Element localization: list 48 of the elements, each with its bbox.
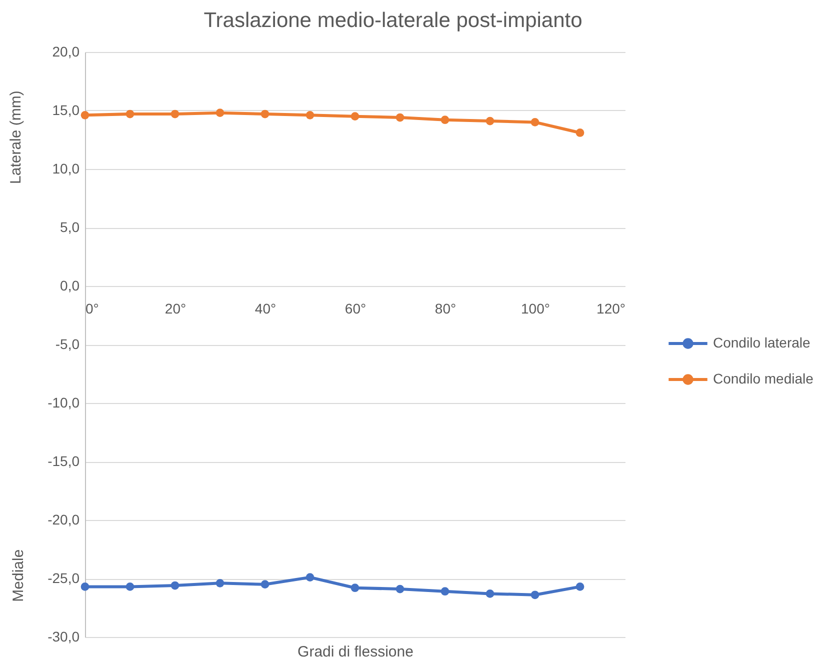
x-tick-label: 120° [596, 300, 626, 316]
y-tick-label: 10,0 [52, 160, 80, 176]
point [126, 110, 134, 118]
point [530, 118, 540, 126]
point [170, 110, 180, 118]
point [216, 579, 224, 588]
y-tick-label: -5,0 [55, 336, 80, 352]
point [486, 116, 494, 126]
chart-title: Traslazione medio-laterale post-impianto [204, 9, 582, 32]
point [486, 590, 494, 598]
point [440, 587, 450, 596]
x-tick-label: 80° [434, 300, 456, 316]
y-tick-label: -15,0 [48, 453, 80, 469]
text: Mediale [10, 549, 27, 602]
point [260, 110, 270, 118]
point [260, 580, 270, 589]
point [396, 113, 404, 122]
point [306, 111, 314, 120]
legend-label: Condilo laterale [713, 334, 810, 350]
y-tick-label: -10,0 [48, 394, 80, 410]
y-tick-label: 15,0 [52, 102, 80, 118]
point [576, 128, 584, 137]
y-tick-label: -30,0 [48, 628, 80, 644]
y-tick-label: 5,0 [60, 219, 80, 235]
y-tick-label: -20,0 [48, 512, 80, 528]
x-axis-title: Gradi di flessione [298, 644, 414, 660]
x-tick-label: 40° [254, 300, 276, 316]
point [170, 581, 180, 590]
point [80, 111, 90, 120]
legend-label: Condilo mediale [713, 370, 814, 386]
point [396, 584, 404, 594]
y-axis-title: Laterale (mm) [8, 90, 24, 184]
point [216, 108, 224, 118]
point [530, 590, 540, 600]
y-tick-label: 0,0 [60, 278, 80, 294]
y-tick-label: 20,0 [52, 44, 80, 60]
point [126, 582, 134, 591]
x-tick-label: 60° [344, 300, 366, 316]
point [80, 582, 90, 591]
point [306, 573, 314, 582]
point [350, 584, 360, 592]
x-tick-label: 100° [521, 300, 550, 316]
x-tick-label: 20° [164, 300, 186, 316]
point [440, 116, 450, 124]
point [350, 112, 360, 121]
x-tick-label: 0° [86, 300, 99, 316]
point [576, 582, 584, 591]
y-tick-label: -25,0 [48, 570, 80, 586]
